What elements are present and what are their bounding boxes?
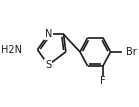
Text: N: N — [45, 29, 52, 39]
Text: F: F — [100, 76, 106, 86]
Text: S: S — [45, 60, 51, 70]
Text: Br: Br — [126, 47, 137, 57]
Text: H2N: H2N — [1, 45, 22, 55]
